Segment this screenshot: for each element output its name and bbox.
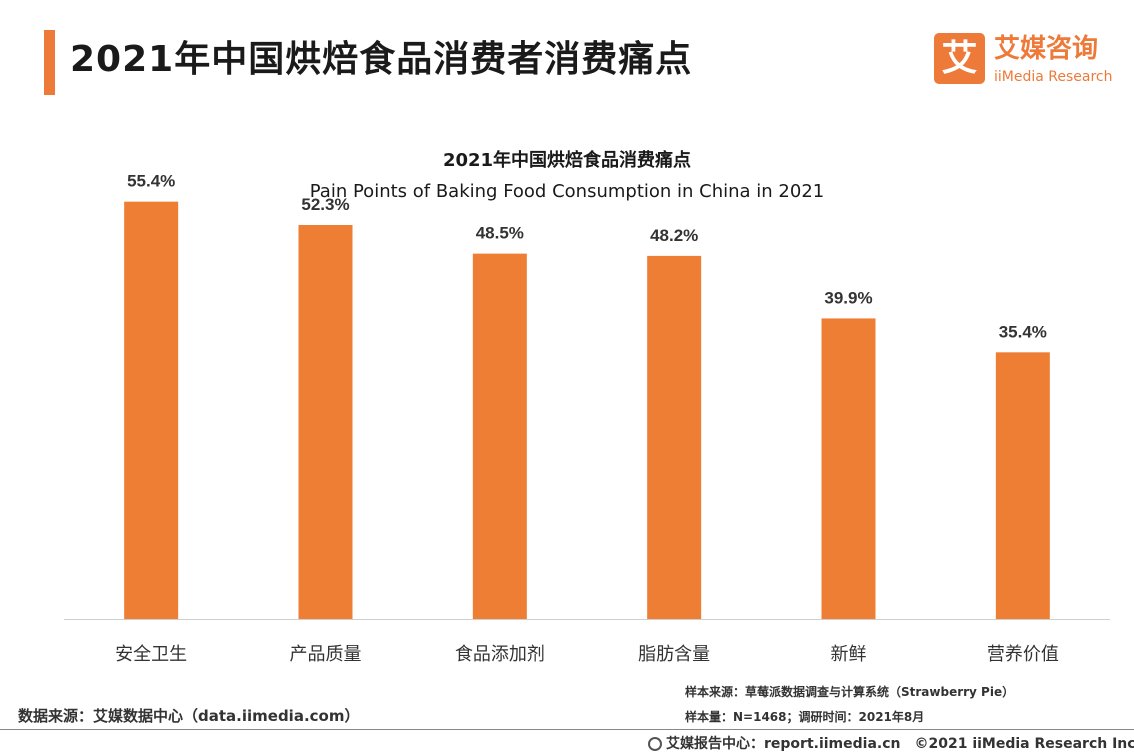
sample-size-note: 样本量：N=1468；调研时间：2021年8月 bbox=[685, 710, 925, 724]
footer-divider bbox=[0, 729, 1134, 730]
chart-title: 2021年中国烘焙食品消费痛点 bbox=[442, 150, 692, 171]
bar-4 bbox=[821, 318, 876, 619]
x-tick-label: 脂肪含量 bbox=[638, 644, 710, 665]
footer-text: 艾媒报告中心：report.iimedia.cn ©2021 iiMedia R… bbox=[666, 736, 1134, 752]
sample-source-note: 样本来源：草莓派数据调查与计算系统（Strawberry Pie） bbox=[685, 685, 1015, 699]
bar-3 bbox=[647, 255, 702, 620]
value-label: 35.4% bbox=[999, 322, 1047, 341]
value-label: 48.2% bbox=[650, 226, 698, 245]
x-tick-label: 食品添加剂 bbox=[455, 644, 545, 665]
logo-name-en: iiMedia Research bbox=[994, 69, 1113, 85]
value-label: 39.9% bbox=[824, 288, 872, 307]
value-label: 55.4% bbox=[127, 172, 175, 191]
bar-chart: 55.4% 安全卫生 52.3% 产品质量 48.5% 食品添加剂 48.2% 脂肪含量 39.… bbox=[64, 172, 1110, 665]
footer: 艾媒报告中心：report.iimedia.cn ©2021 iiMedia R… bbox=[648, 733, 1134, 753]
value-label: 48.5% bbox=[476, 224, 524, 243]
bar-2 bbox=[472, 253, 527, 619]
value-label: 52.3% bbox=[301, 195, 349, 214]
bar-5 bbox=[995, 352, 1050, 619]
data-source: 数据来源：艾媒数据中心（data.iimedia.com） bbox=[18, 707, 360, 725]
x-tick-label: 安全卫生 bbox=[115, 644, 187, 665]
logo-mark: 艾 bbox=[934, 33, 985, 84]
iimedia-logo: 艾 艾媒咨询 iiMedia Research bbox=[934, 33, 1114, 89]
globe-icon bbox=[648, 737, 662, 751]
x-tick-label: 营养价值 bbox=[987, 644, 1059, 665]
chart-subtitle: Pain Points of Baking Food Consumption i… bbox=[309, 181, 825, 202]
bar-0 bbox=[124, 201, 179, 620]
logo-name-cn: 艾媒咨询 bbox=[994, 34, 1099, 64]
x-tick-label: 产品质量 bbox=[290, 644, 362, 665]
title-accent-bar bbox=[44, 30, 55, 95]
bar-1 bbox=[298, 225, 353, 620]
page-title: 2021年中国烘焙食品消费者消费痛点 bbox=[70, 39, 693, 80]
x-tick-label: 新鲜 bbox=[831, 644, 867, 665]
